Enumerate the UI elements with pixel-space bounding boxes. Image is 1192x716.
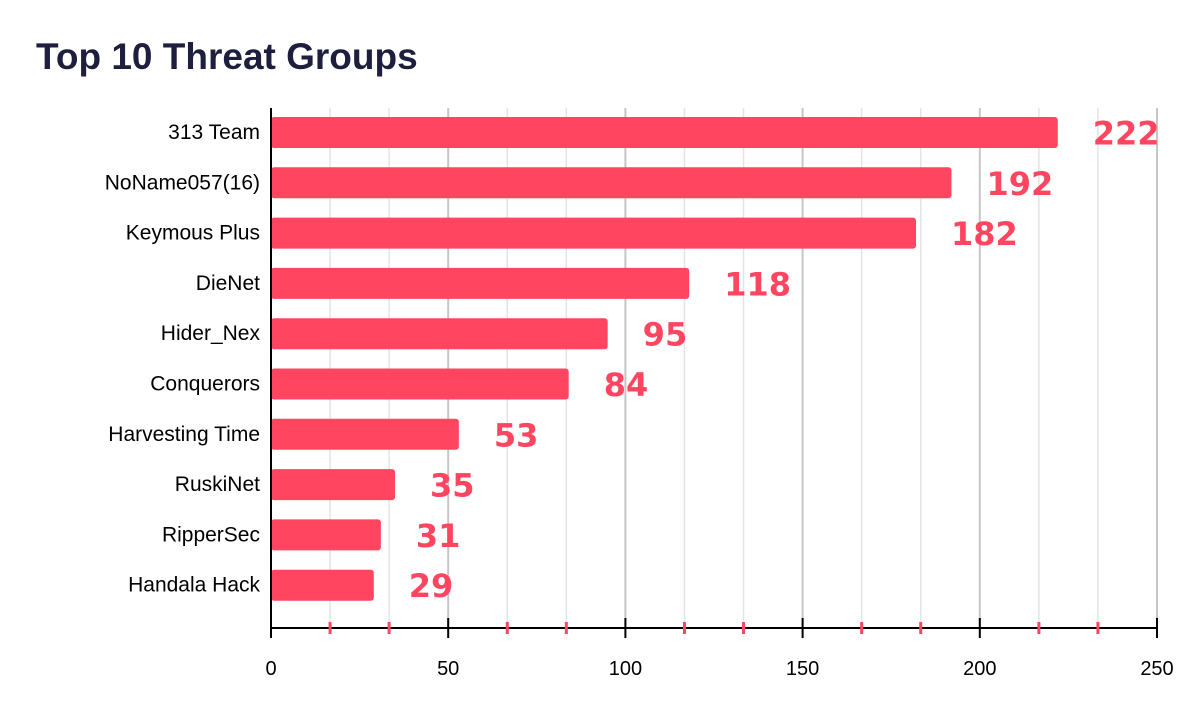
category-label: NoName057(16) [105, 171, 260, 194]
bar [271, 418, 459, 450]
category-label: DieNet [196, 272, 260, 295]
label-layer: 313 Team 222 NoName057(16) 192 Keymous Plus 1… [105, 115, 1174, 681]
bar [271, 368, 569, 400]
data-label: 118 [724, 265, 791, 303]
data-label: 192 [986, 165, 1053, 203]
bar [271, 217, 917, 249]
x-tick-label: 250 [1140, 658, 1173, 680]
category-label: RuskiNet [175, 473, 260, 496]
data-label: 29 [409, 567, 454, 605]
category-label: Harvesting Time [108, 423, 260, 446]
chart-title: Top 10 Threat Groups [36, 36, 418, 77]
bar [271, 469, 396, 501]
category-label: 313 Team [168, 121, 260, 144]
data-label: 31 [416, 517, 461, 555]
bar [271, 519, 381, 551]
data-label: 95 [643, 316, 688, 354]
data-label: 84 [604, 366, 649, 404]
category-label: Keymous Plus [126, 222, 260, 245]
bar [271, 267, 690, 299]
category-label: RipperSec [162, 523, 260, 546]
data-label: 222 [1093, 115, 1160, 153]
bar [271, 117, 1058, 148]
x-tick-label: 200 [963, 658, 996, 680]
category-label: Handala Hack [128, 574, 260, 597]
bar-layer [271, 117, 1058, 601]
data-label: 53 [494, 416, 539, 454]
x-tick-label: 50 [437, 658, 459, 680]
bar [271, 569, 374, 601]
x-tick-label: 100 [609, 658, 642, 680]
x-tick-label: 0 [265, 658, 276, 680]
bar [271, 167, 952, 199]
axis-layer [270, 108, 1158, 638]
data-label: 35 [430, 467, 475, 505]
category-label: Conquerors [150, 373, 260, 396]
bar [271, 318, 608, 350]
x-tick-label: 150 [786, 658, 819, 680]
data-label: 182 [951, 215, 1018, 253]
category-label: Hider_Nex [161, 322, 261, 345]
